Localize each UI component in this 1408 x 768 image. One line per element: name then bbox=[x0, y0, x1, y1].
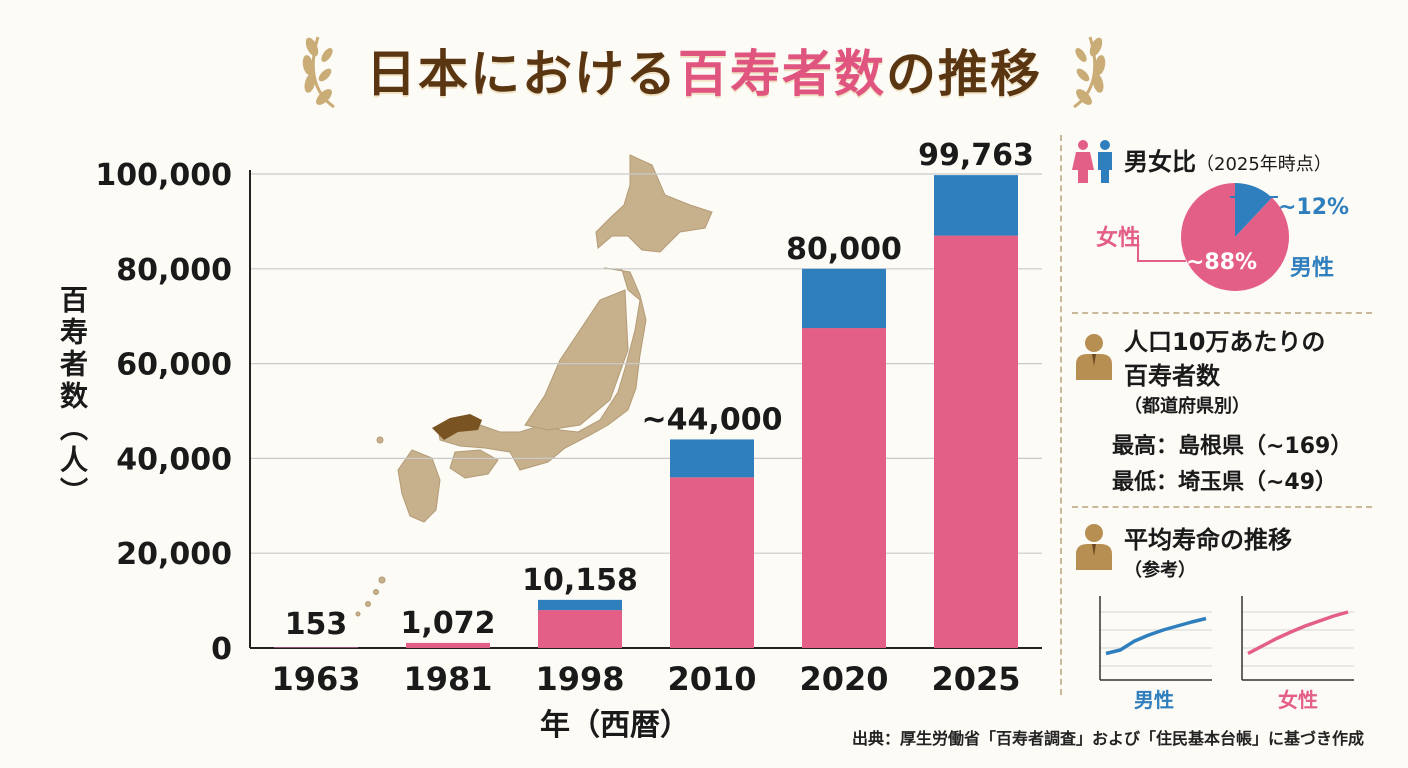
centenarian-bar-chart: 0 20,000 40,000 60,000 80,000 100,000 153 1963 1… bbox=[95, 138, 1042, 698]
y-tick-label: 100,000 bbox=[95, 158, 232, 193]
x-tick-label: 2025 bbox=[931, 660, 1020, 698]
gender-icon bbox=[1072, 140, 1112, 183]
bar-total-label: 153 bbox=[285, 607, 348, 642]
gender-title: 男女比（2025年時点） bbox=[1124, 148, 1332, 176]
bar-total-label: 99,763 bbox=[918, 138, 1034, 173]
bar-male-2010 bbox=[670, 439, 754, 478]
x-tick-label: 1981 bbox=[403, 660, 492, 698]
shimane-highlight-icon bbox=[432, 414, 482, 440]
bar-male-2025 bbox=[934, 175, 1018, 236]
per-capita-highest: 最高：島根県（~169） bbox=[1112, 434, 1353, 459]
y-tick-label: 40,000 bbox=[116, 442, 232, 477]
pie-label-female-pct: ~88% bbox=[1186, 250, 1258, 275]
y-tick-label: 20,000 bbox=[116, 537, 232, 572]
x-axis-title: 年（西暦） bbox=[540, 708, 690, 743]
bar-female-2020 bbox=[802, 328, 886, 648]
title-area: 日本における百寿者数の推移 bbox=[0, 30, 1408, 110]
bar-male-1998 bbox=[538, 599, 622, 611]
mini-male-label: 男性 bbox=[1134, 688, 1174, 712]
source-note: 出典：厚生労働省「百寿者調査」および「住民基本台帳」に基づき作成 bbox=[851, 729, 1364, 748]
life-exp-subtitle: （参考） bbox=[1124, 560, 1196, 581]
pie-label-female: 女性 bbox=[1096, 226, 1141, 251]
per-capita-lowest: 最低：埼玉県（~49） bbox=[1112, 470, 1338, 495]
section-divider-2 bbox=[1072, 506, 1372, 508]
per-capita-title-2: 百寿者数 bbox=[1124, 362, 1220, 390]
y-tick-label: 0 bbox=[211, 632, 232, 667]
bar-total-label: ~44,000 bbox=[642, 402, 783, 437]
pie-leader-lines bbox=[1137, 196, 1278, 262]
bar-female-1998 bbox=[538, 610, 622, 648]
page-title: 日本における百寿者数の推移 bbox=[366, 45, 1042, 103]
female-life-expectancy-chart bbox=[1241, 596, 1354, 681]
pie-label-male-pct: ~12% bbox=[1278, 195, 1350, 220]
x-tick-label: 1963 bbox=[271, 660, 360, 698]
sidebar-divider bbox=[1060, 135, 1062, 695]
y-tick-label: 80,000 bbox=[116, 253, 232, 288]
person-icon-2 bbox=[1076, 524, 1112, 570]
mini-trend-line bbox=[1105, 616, 1207, 656]
y-axis-title: 百寿者数（人） bbox=[56, 285, 89, 509]
bar-total-label: 10,158 bbox=[522, 563, 638, 598]
x-tick-label: 1998 bbox=[535, 660, 624, 698]
bar-female-1981 bbox=[406, 642, 490, 648]
x-tick-label: 2010 bbox=[667, 660, 756, 698]
bar-male-2020 bbox=[802, 268, 886, 329]
per-capita-subtitle: （都道府県別） bbox=[1124, 396, 1250, 417]
bar-total-label: 1,072 bbox=[401, 606, 496, 641]
life-exp-title: 平均寿命の推移 bbox=[1124, 526, 1292, 554]
y-tick-label: 60,000 bbox=[116, 348, 232, 383]
per-capita-title-1: 人口10万あたりの bbox=[1124, 328, 1326, 356]
section-divider-1 bbox=[1072, 312, 1372, 314]
mini-trend-line bbox=[1247, 610, 1349, 656]
bar-female-2010 bbox=[670, 477, 754, 648]
male-life-expectancy-chart bbox=[1099, 596, 1212, 681]
bar-female-2025 bbox=[934, 235, 1018, 648]
bar-female-1963 bbox=[274, 647, 358, 648]
x-tick-label: 2020 bbox=[799, 660, 888, 698]
laurel-left-icon bbox=[302, 36, 335, 109]
pie-label-male: 男性 bbox=[1290, 256, 1335, 281]
japan-map-icon bbox=[355, 154, 713, 617]
mini-female-label: 女性 bbox=[1278, 688, 1318, 712]
person-icon bbox=[1076, 334, 1112, 380]
bar-total-label: 80,000 bbox=[786, 232, 902, 267]
laurel-right-icon bbox=[1073, 36, 1106, 109]
